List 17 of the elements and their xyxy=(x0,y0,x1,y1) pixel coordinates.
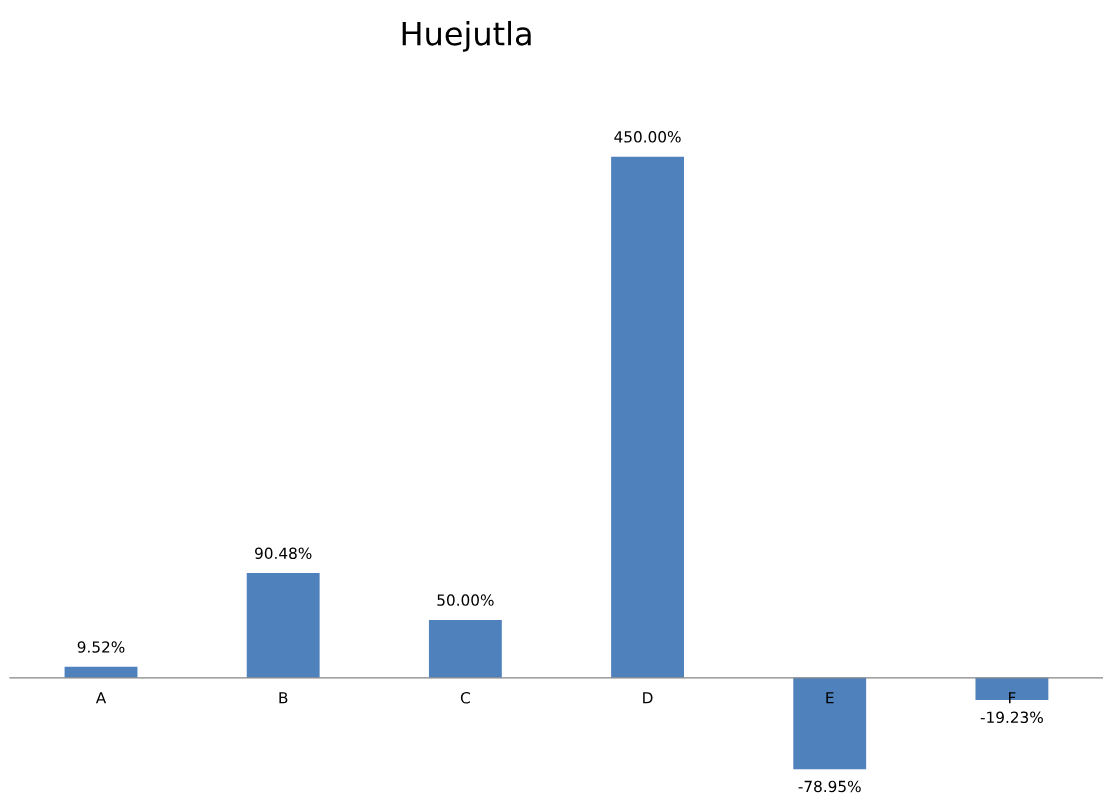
bar xyxy=(611,156,684,678)
bar xyxy=(246,573,320,678)
x-tick-label: C xyxy=(460,692,470,704)
bar xyxy=(428,619,502,678)
bar xyxy=(793,677,867,770)
data-label: 90.48% xyxy=(255,547,312,559)
x-tick-label: A xyxy=(95,692,107,704)
data-label: 50.00% xyxy=(437,594,494,606)
data-label: -78.95% xyxy=(798,780,861,793)
chart-title: Huejutla xyxy=(402,20,531,52)
data-label: -19.23% xyxy=(980,711,1043,724)
data-label: 450.00% xyxy=(614,131,681,143)
x-tick-label: B xyxy=(279,692,288,704)
bar xyxy=(64,666,138,678)
x-tick-label: E xyxy=(826,692,834,704)
data-label: 9.52% xyxy=(77,641,125,653)
x-tick-label: D xyxy=(643,692,653,704)
